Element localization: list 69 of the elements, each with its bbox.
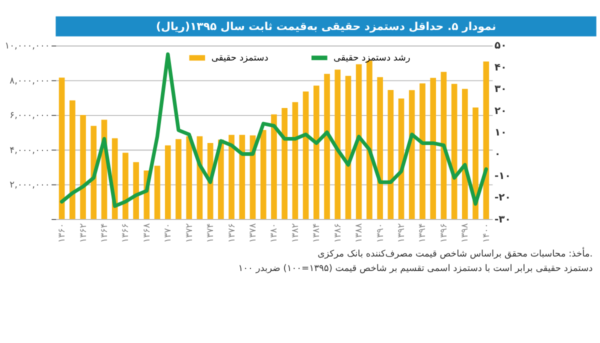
x-tick-label: ۱۳۹۰ bbox=[376, 223, 386, 243]
bar bbox=[70, 100, 76, 220]
bar bbox=[483, 62, 490, 220]
bar bbox=[239, 134, 246, 220]
bar bbox=[90, 126, 97, 220]
bar bbox=[356, 64, 362, 220]
text: دستمزد حقیقی برابر است با دستمزد اسمی تقسیم بر شاخص قیمت (۱۳۹۵=۱۰۰) ضربدر ۱۰۰ bbox=[238, 264, 593, 274]
y2-tick-label: ۱۰ bbox=[494, 128, 507, 138]
bar bbox=[324, 74, 330, 220]
x-tick-label: ۱۳۸۶ bbox=[333, 223, 344, 243]
y2-tick-label: ۵۰ bbox=[494, 40, 507, 52]
x-tick-label: ۱۳۷۸ bbox=[248, 223, 258, 243]
bar bbox=[58, 78, 65, 220]
x-tick-label: ۱۳۶۲ bbox=[78, 223, 89, 243]
x-tick-label: ۱۳۶۶ bbox=[121, 223, 132, 243]
bar bbox=[186, 136, 192, 220]
x-tick-label: ۱۳۸۴ bbox=[312, 223, 322, 243]
bar bbox=[302, 92, 309, 220]
bar bbox=[176, 139, 182, 220]
x-tick-label: ۱۳۷۰ bbox=[164, 223, 174, 243]
legend-label: دستمزد حقیقی bbox=[211, 54, 268, 64]
bar bbox=[260, 130, 266, 220]
y-tick-label: ۱۰,۰۰۰,۰۰۰ bbox=[4, 42, 50, 52]
bar bbox=[164, 145, 171, 220]
bar bbox=[430, 78, 436, 220]
x-tick-label: ۱۳۷۲ bbox=[184, 223, 195, 243]
bar bbox=[228, 134, 234, 220]
y2-tick-label: -۲۰ bbox=[494, 192, 511, 204]
bar bbox=[271, 114, 277, 220]
legend-label: رشد دستمزد حقیقی bbox=[334, 54, 410, 64]
y-tick-label: ۸,۰۰۰,۰۰۰ bbox=[10, 76, 50, 86]
chart-title: نمودار ۵. حداقل دستمزد حقیقی به‌قیمت ثابت سال ۱۳۹۵(ریال) bbox=[156, 20, 496, 34]
bar bbox=[282, 108, 288, 220]
bar bbox=[334, 70, 341, 220]
x-tick-label: ۱۳۹۸ bbox=[460, 223, 471, 243]
x-tick-label: ۱۳۹۶ bbox=[439, 223, 450, 243]
y2-tick-label: ۰ bbox=[494, 149, 501, 160]
y-tick-label: ۴,۰۰۰,۰۰۰ bbox=[10, 146, 50, 156]
bar bbox=[292, 102, 298, 220]
bar bbox=[462, 88, 468, 220]
bar bbox=[420, 83, 426, 220]
bar bbox=[122, 152, 128, 220]
bar bbox=[133, 162, 139, 220]
x-tick-label: ۱۳۹۴ bbox=[418, 223, 428, 243]
x-tick-label: ۱۳۶۸ bbox=[142, 223, 152, 243]
y-tick-label: ۲,۰۰۰,۰۰۰ bbox=[10, 180, 50, 191]
x-tick-label: ۱۳۶۴ bbox=[100, 223, 110, 243]
x-tick-label: ۱۳۸۸ bbox=[354, 223, 365, 243]
x-tick-label: ۱۳۸۲ bbox=[290, 223, 301, 243]
x-tick-label: ۱۳۷۴ bbox=[206, 223, 216, 243]
y2-tick-label: ۴۰ bbox=[494, 62, 507, 74]
x-tick-label: ۱۳۶۰ bbox=[58, 223, 68, 243]
x-tick-label: ۱۴۰۰ bbox=[482, 223, 492, 243]
bar bbox=[388, 90, 394, 220]
line-series bbox=[60, 52, 488, 208]
bar bbox=[154, 166, 160, 220]
bar bbox=[408, 90, 415, 220]
x-tick-label: ۱۳۸۰ bbox=[270, 223, 280, 243]
y2-tick-label: -۳۰ bbox=[494, 214, 511, 226]
bar bbox=[80, 114, 86, 220]
bar bbox=[377, 77, 383, 220]
y2-tick-label: -۱۰ bbox=[494, 170, 511, 182]
y-tick-label: ۶,۰۰۰,۰۰۰ bbox=[10, 111, 50, 122]
text: مأخذ: محاسبات محقق براساس شاخص قیمت مصرف‌کننده بانک مرکزی. bbox=[318, 246, 593, 260]
bar bbox=[313, 86, 320, 220]
x-tick-label: ۱۳۹۲ bbox=[397, 223, 408, 243]
y2-tick-label: ۲۰ bbox=[494, 106, 507, 117]
y2-tick-label: ۳۰ bbox=[494, 84, 507, 96]
x-tick-label: ۱۳۷۶ bbox=[227, 223, 238, 243]
